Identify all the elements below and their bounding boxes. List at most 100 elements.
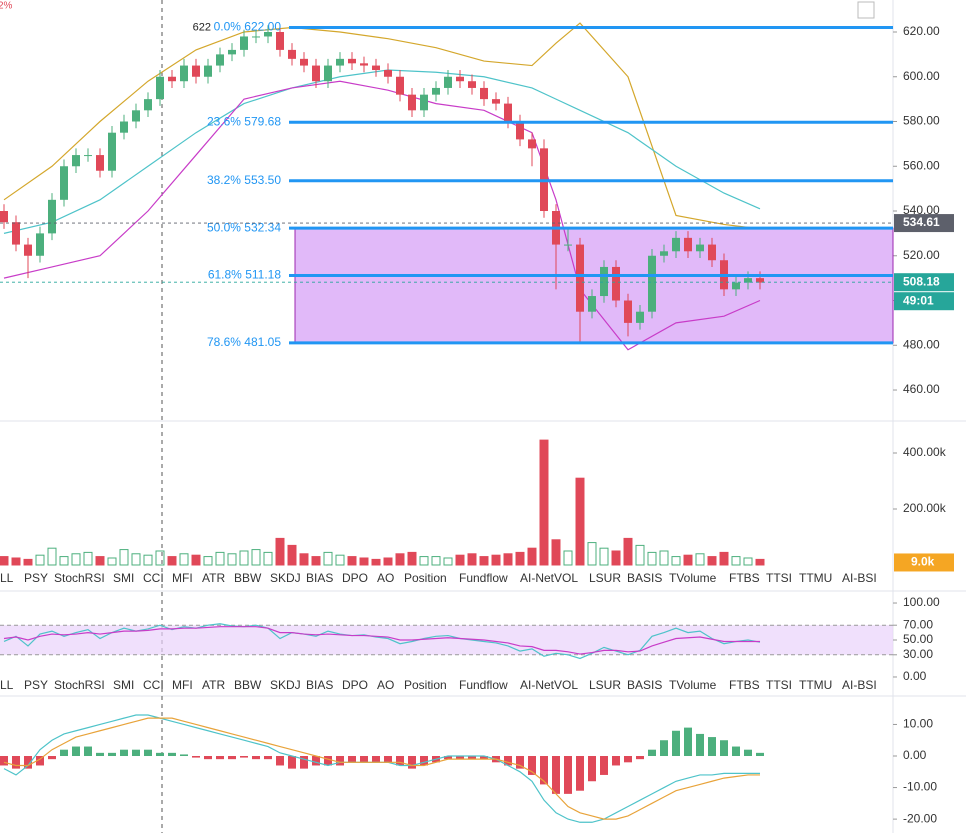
- indicator-tab[interactable]: AI-BSI: [842, 571, 877, 585]
- indicator-tab[interactable]: BBW: [234, 571, 262, 585]
- volume-bar: [563, 550, 573, 566]
- indicator-tab[interactable]: TVolume: [669, 571, 717, 585]
- candle-body: [336, 58, 344, 66]
- indicator-tab[interactable]: FTBS: [729, 571, 760, 585]
- candle-body: [228, 49, 236, 55]
- volume-bar: [359, 557, 369, 566]
- indicator-tab[interactable]: Position: [404, 678, 447, 692]
- macd-bar: [480, 756, 488, 760]
- indicator-tab[interactable]: SKDJ: [270, 678, 301, 692]
- indicator-tab[interactable]: MFI: [172, 571, 193, 585]
- indicator-tab[interactable]: LSUR: [589, 571, 621, 585]
- indicator-tab[interactable]: LL: [0, 571, 14, 585]
- indicator-tab[interactable]: AO: [377, 678, 394, 692]
- macd-bar: [168, 752, 176, 757]
- indicator-tab[interactable]: PSY: [24, 678, 48, 692]
- macd-bar: [672, 730, 680, 757]
- indicator-tab[interactable]: DPO: [342, 571, 368, 585]
- volume-bar: [395, 553, 405, 566]
- indicator-tab[interactable]: Position: [404, 571, 447, 585]
- high-label: 622: [193, 21, 211, 33]
- band: [0, 625, 893, 655]
- macd-bar: [24, 756, 32, 769]
- indicator-tab[interactable]: SKDJ: [270, 571, 301, 585]
- candle-body: [576, 244, 584, 312]
- indicator-tab[interactable]: Fundflow: [459, 678, 508, 692]
- volume-bar: [623, 537, 633, 566]
- indicator-tab[interactable]: AO: [377, 571, 394, 585]
- indicator-tab[interactable]: AI-NetVOL: [520, 678, 578, 692]
- volume-bar: [419, 556, 429, 566]
- indicator-line: [3, 69, 761, 234]
- indicator-tab[interactable]: AI-BSI: [842, 678, 877, 692]
- indicator-tab[interactable]: BBW: [234, 678, 262, 692]
- expand-icon[interactable]: [857, 1, 875, 19]
- volume-bar: [443, 557, 453, 566]
- volume-bar: [743, 557, 753, 566]
- macd-bar: [552, 756, 560, 794]
- volume-bar: [455, 554, 465, 566]
- indicator-tab[interactable]: CCI: [143, 571, 164, 585]
- indicator-tab[interactable]: BIAS: [306, 571, 333, 585]
- candle-body: [504, 103, 512, 122]
- indicator-tab[interactable]: TTSI: [766, 571, 792, 585]
- indicator-tab[interactable]: BASIS: [627, 678, 662, 692]
- volume-bar: [119, 549, 129, 566]
- macd-bar: [456, 756, 464, 760]
- indicator-tab[interactable]: Fundflow: [459, 571, 508, 585]
- macd-bar: [744, 749, 752, 757]
- indicator-tab[interactable]: SMI: [113, 571, 134, 585]
- macd-bar: [144, 749, 152, 757]
- macd-bar: [444, 756, 452, 760]
- indicator-tab[interactable]: DPO: [342, 678, 368, 692]
- indicator-tab[interactable]: ATR: [202, 571, 225, 585]
- candle-body: [180, 65, 188, 82]
- candle-body: [12, 222, 20, 245]
- indicator-tab[interactable]: LL: [0, 678, 14, 692]
- macd-bar: [336, 756, 344, 766]
- indicator-tab[interactable]: BIAS: [306, 678, 333, 692]
- volume-bar: [143, 554, 153, 566]
- volume-bar: [527, 547, 537, 566]
- macd-bar: [312, 756, 320, 766]
- candle-body: [84, 155, 92, 157]
- candle-body: [384, 70, 392, 77]
- indicator-tab[interactable]: TVolume: [669, 678, 717, 692]
- candle-body: [612, 266, 620, 301]
- indicator-tab[interactable]: ATR: [202, 678, 225, 692]
- macd-line: [3, 717, 760, 820]
- indicator-tab[interactable]: AI-NetVOL: [520, 571, 578, 585]
- indicator-tab[interactable]: FTBS: [729, 678, 760, 692]
- candle-body: [600, 266, 608, 297]
- macd-bar: [0, 756, 8, 766]
- indicator-tab[interactable]: LSUR: [589, 678, 621, 692]
- indicator-tab[interactable]: TTMU: [799, 678, 832, 692]
- indicator-tab[interactable]: BASIS: [627, 571, 662, 585]
- indicator-tab[interactable]: TTMU: [799, 571, 832, 585]
- indicator-tab[interactable]: StochRSI: [54, 678, 105, 692]
- indicator-tab[interactable]: PSY: [24, 571, 48, 585]
- volume-bar: [239, 550, 249, 566]
- indicator-tab[interactable]: StochRSI: [54, 571, 105, 585]
- indicator-tab[interactable]: CCI: [143, 678, 164, 692]
- macd-bar: [756, 752, 764, 757]
- volume-bar: [599, 547, 609, 566]
- macd-bar: [180, 754, 188, 757]
- rsi-line: [3, 623, 761, 660]
- candle-body: [696, 244, 704, 252]
- y-tick-label: -10.00: [903, 780, 937, 794]
- macd-bar: [60, 749, 68, 757]
- candle-body: [408, 94, 416, 111]
- y-tick-label: 460.00: [903, 382, 940, 396]
- macd-bar: [48, 756, 56, 760]
- volume-bar: [467, 553, 477, 566]
- candle-body: [732, 282, 740, 290]
- indicator-tab[interactable]: SMI: [113, 678, 134, 692]
- volume-bar: [95, 556, 105, 566]
- volume-bar: [671, 556, 681, 566]
- indicator-tab[interactable]: MFI: [172, 678, 193, 692]
- indicator-tab[interactable]: TTSI: [766, 678, 792, 692]
- candle-body: [456, 76, 464, 82]
- macd-bar: [636, 756, 644, 760]
